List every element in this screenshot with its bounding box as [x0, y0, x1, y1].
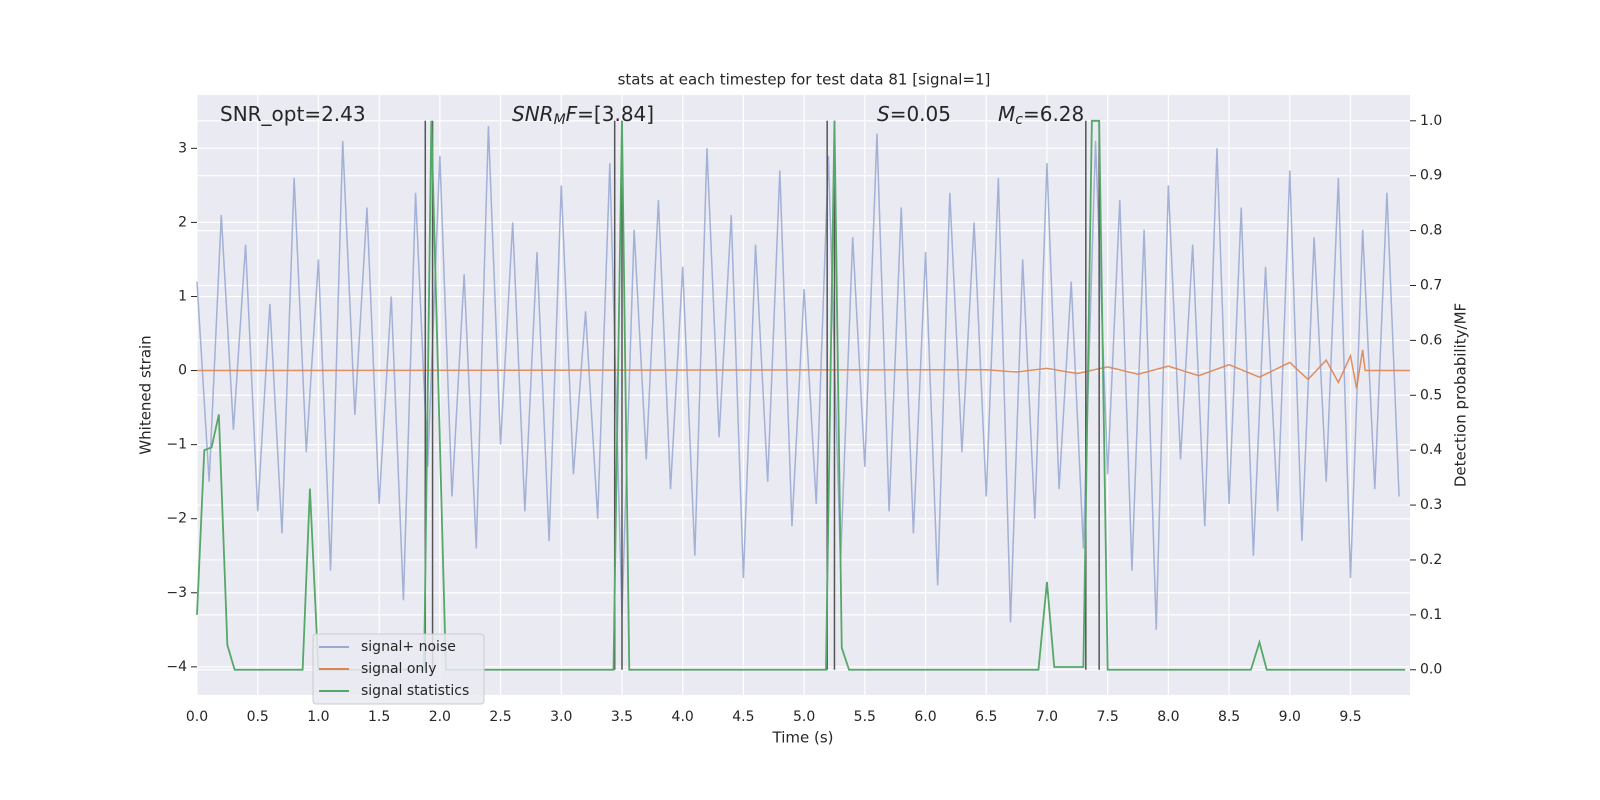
x-tick-label: 3.0 [550, 709, 572, 725]
annotation-part: M [998, 102, 1015, 126]
x-tick-label: 1.5 [368, 709, 390, 725]
y-tick-label: 1 [178, 288, 187, 304]
x-tick-label: 9.5 [1339, 709, 1361, 725]
x-tick-label: 3.5 [611, 709, 633, 725]
annotation-part: S [877, 102, 890, 126]
legend-label: signal statistics [361, 683, 469, 699]
annotation: SNRMF=[3.84] [512, 102, 654, 129]
y2-tick-label: 0.3 [1420, 497, 1442, 513]
x-axis-label: Time (s) [772, 729, 834, 747]
y2-tick-label: 0.2 [1420, 552, 1442, 568]
x-tick-label: 9.0 [1279, 709, 1301, 725]
x-tick-label: 2.0 [429, 709, 451, 725]
y2-tick-label: 0.4 [1420, 442, 1442, 458]
annotation-part: =[3.84] [577, 102, 654, 126]
y-tick-label: −4 [166, 659, 187, 675]
annotation: SNR_opt=2.43 [220, 102, 366, 126]
x-tick-label: 4.5 [732, 709, 754, 725]
annotation: Mc=6.28 [998, 102, 1084, 129]
x-tick-label: 0.0 [186, 709, 208, 725]
legend-label: signal only [361, 661, 436, 677]
y2-tick-label: 0.9 [1420, 168, 1442, 184]
y-tick-label: 3 [178, 140, 187, 156]
y2-tick-label: 1.0 [1420, 113, 1442, 129]
x-tick-label: 7.0 [1036, 709, 1058, 725]
y2-tick-label: 0.8 [1420, 223, 1442, 239]
x-tick-label: 8.0 [1157, 709, 1179, 725]
plot-layer [196, 119, 1410, 671]
y2-tick-label: 0.1 [1420, 607, 1442, 623]
x-tick-label: 6.0 [914, 709, 936, 725]
grid [196, 95, 1410, 695]
y-tick-label: −1 [166, 437, 187, 453]
legend-box [312, 633, 485, 705]
y2-tick-label: 0.5 [1420, 387, 1442, 403]
series-line [196, 349, 1410, 389]
legend: signal+ noise signal only signal statistic… [312, 633, 485, 705]
x-tick-label: 4.0 [672, 709, 694, 725]
x-tick-label: 7.5 [1097, 709, 1119, 725]
x-tick-label: 6.5 [975, 709, 997, 725]
x-tick-label: 2.5 [489, 709, 511, 725]
x-tick-label: 5.0 [793, 709, 815, 725]
y-tick-label: 0 [178, 363, 187, 379]
x-tick-label: 1.0 [307, 709, 329, 725]
x-tick-label: 8.5 [1218, 709, 1240, 725]
chart-title: stats at each timestep for test data 81 … [618, 71, 991, 89]
y-axis-label: Whitened strain [137, 335, 155, 454]
x-tick-label: 5.5 [854, 709, 876, 725]
annotation-part: SNR_opt=2.43 [220, 102, 366, 126]
annotation-part: M [554, 112, 566, 128]
y-tick-label: −2 [166, 511, 187, 527]
y2-tick-label: 0.0 [1420, 662, 1442, 678]
annotation-part: =0.05 [890, 102, 951, 126]
series-line [196, 126, 1400, 630]
y2-tick-label: 0.6 [1420, 332, 1442, 348]
legend-label: signal+ noise [361, 639, 456, 655]
y2-tick-label: 0.7 [1420, 277, 1442, 293]
annotation: S=0.05 [877, 102, 951, 126]
series-line [196, 119, 1406, 671]
annotation-part: F [566, 102, 578, 126]
x-tick-label: 0.5 [247, 709, 269, 725]
y2-axis-label: Detection probability/MF [1452, 303, 1470, 487]
y-tick-label: 2 [178, 214, 187, 230]
annotation-part: SNR [512, 102, 554, 126]
y-tick-label: −3 [166, 585, 187, 601]
annotation-part: c [1015, 112, 1023, 128]
annotation-part: =6.28 [1023, 102, 1084, 126]
